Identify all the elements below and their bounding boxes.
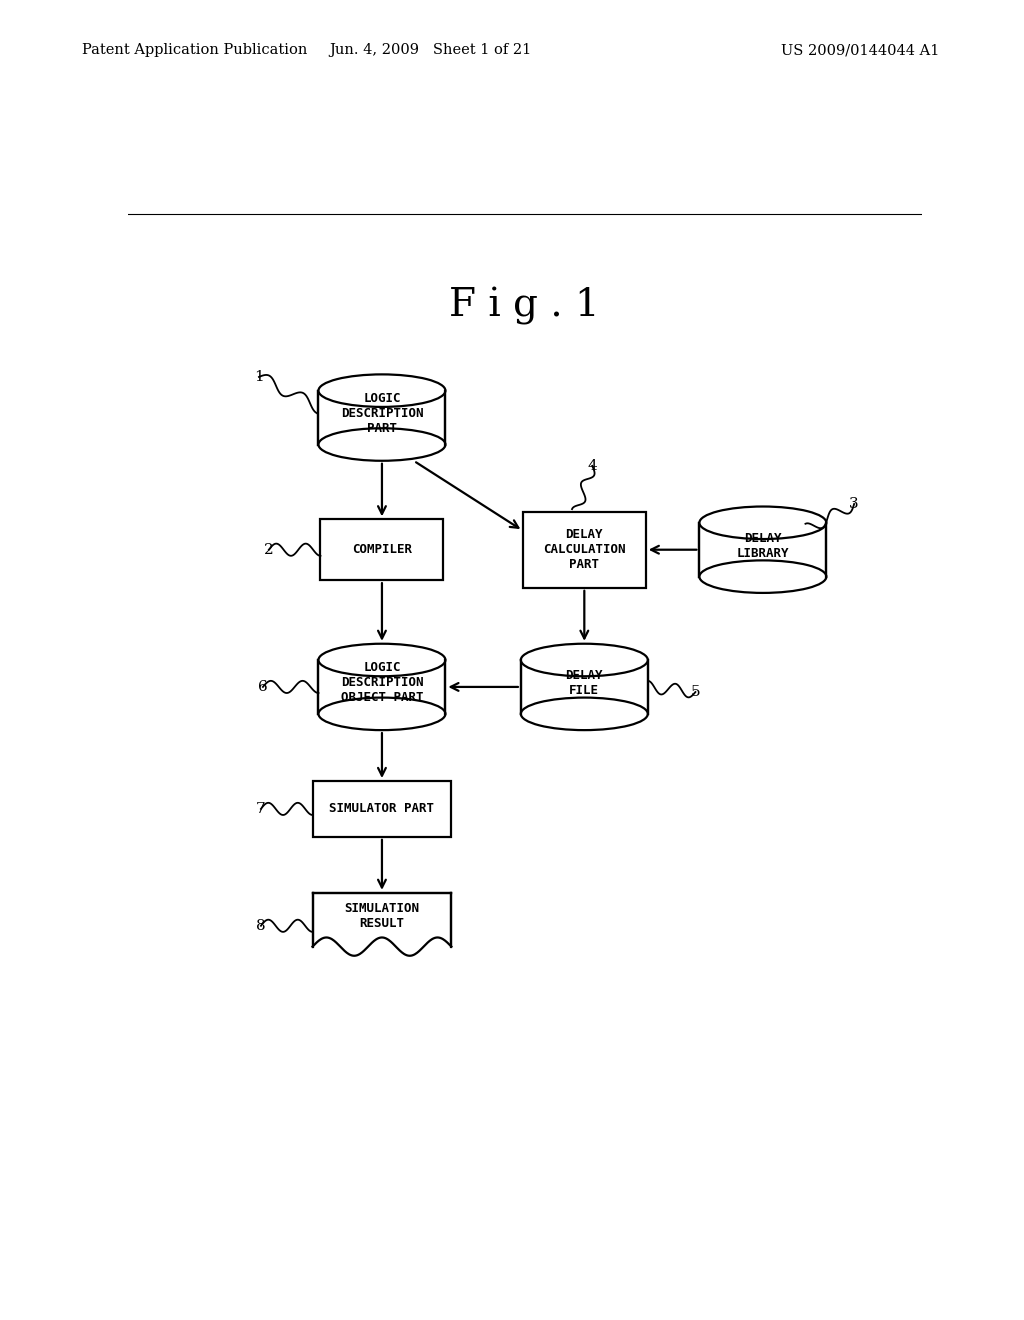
Text: COMPILER: COMPILER — [352, 544, 412, 556]
Text: SIMULATION
RESULT: SIMULATION RESULT — [344, 902, 420, 929]
Text: 6: 6 — [258, 680, 268, 694]
FancyBboxPatch shape — [312, 892, 452, 958]
Polygon shape — [318, 660, 445, 714]
FancyBboxPatch shape — [321, 519, 443, 581]
Text: 2: 2 — [264, 543, 273, 557]
Text: Jun. 4, 2009   Sheet 1 of 21: Jun. 4, 2009 Sheet 1 of 21 — [329, 44, 531, 57]
Text: 3: 3 — [849, 496, 859, 511]
Ellipse shape — [521, 697, 648, 730]
Ellipse shape — [521, 644, 648, 676]
Ellipse shape — [318, 375, 445, 407]
Polygon shape — [521, 660, 648, 714]
Text: DELAY
CALCULATION
PART: DELAY CALCULATION PART — [543, 528, 626, 572]
Text: 5: 5 — [690, 685, 700, 700]
Ellipse shape — [699, 507, 826, 539]
Text: 1: 1 — [254, 370, 264, 384]
Text: DELAY
FILE: DELAY FILE — [565, 669, 603, 697]
Ellipse shape — [699, 561, 826, 593]
Text: LOGIC
DESCRIPTION
PART: LOGIC DESCRIPTION PART — [341, 392, 423, 436]
Ellipse shape — [318, 697, 445, 730]
FancyBboxPatch shape — [312, 781, 452, 837]
Ellipse shape — [318, 644, 445, 676]
Text: 4: 4 — [588, 459, 597, 473]
Text: US 2009/0144044 A1: US 2009/0144044 A1 — [781, 44, 939, 57]
Polygon shape — [699, 523, 826, 577]
Ellipse shape — [318, 428, 445, 461]
FancyBboxPatch shape — [523, 512, 646, 587]
Text: Patent Application Publication: Patent Application Publication — [82, 44, 307, 57]
Text: F i g . 1: F i g . 1 — [450, 286, 600, 325]
Text: LOGIC
DESCRIPTION
OBJECT PART: LOGIC DESCRIPTION OBJECT PART — [341, 661, 423, 705]
Text: 7: 7 — [256, 801, 266, 816]
Text: 8: 8 — [256, 919, 266, 933]
Polygon shape — [318, 391, 445, 445]
Text: DELAY
LIBRARY: DELAY LIBRARY — [736, 532, 790, 560]
Text: SIMULATOR PART: SIMULATOR PART — [330, 803, 434, 816]
